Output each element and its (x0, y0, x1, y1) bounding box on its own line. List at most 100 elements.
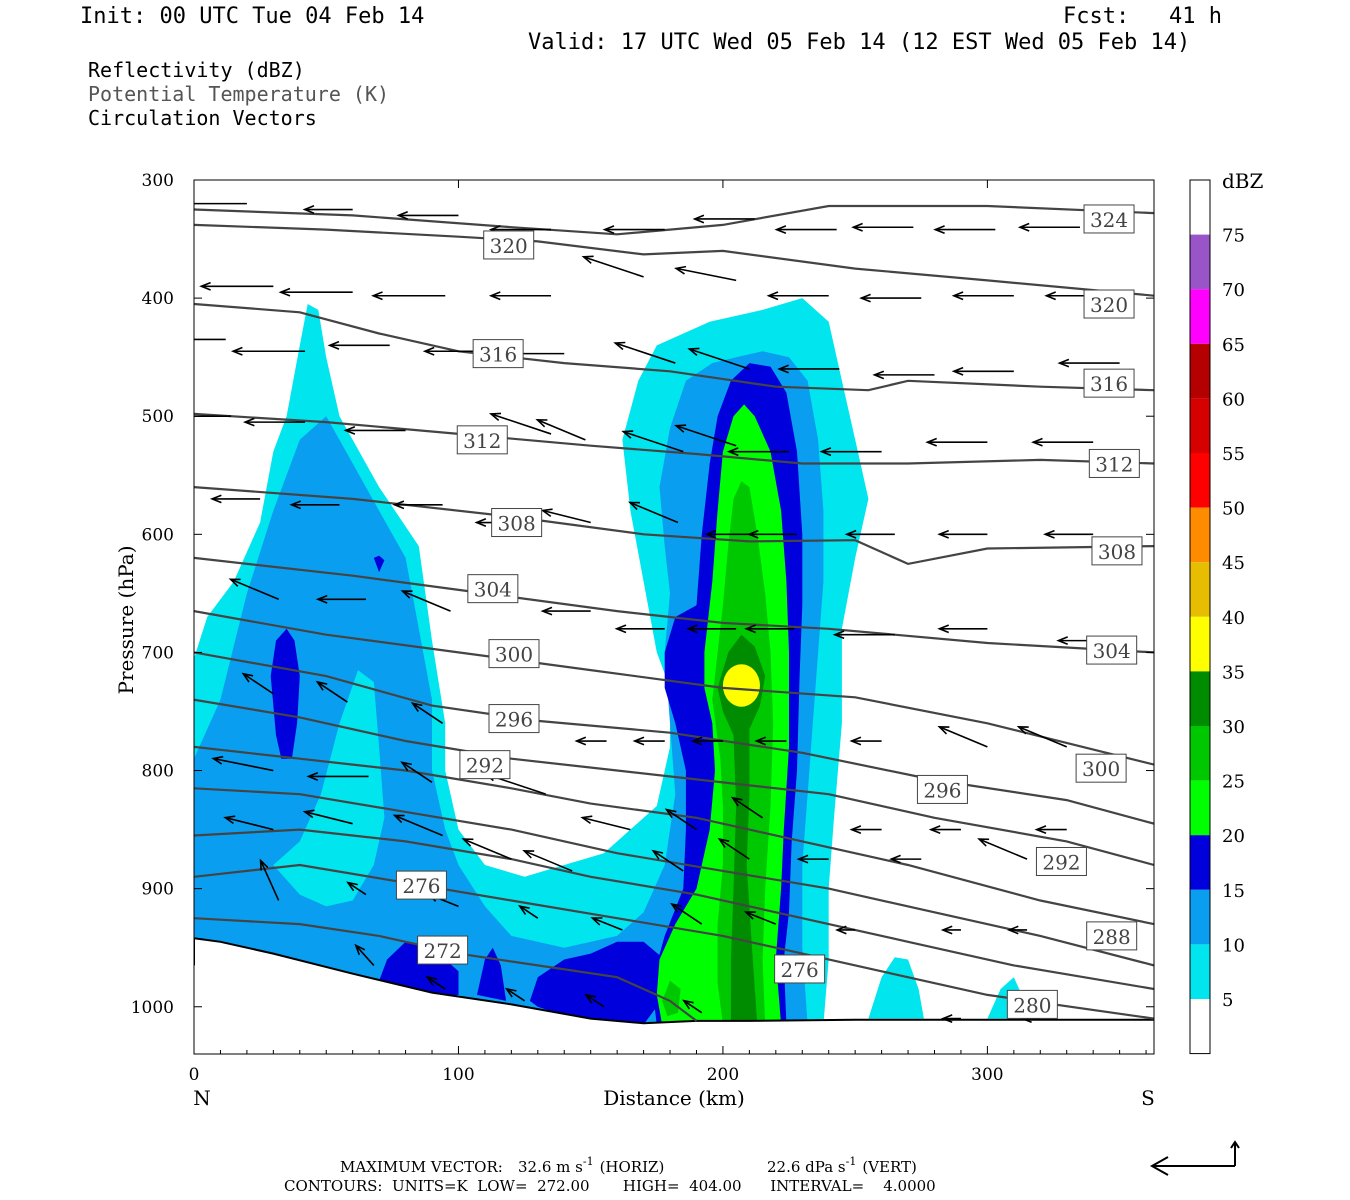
circulation-vector-head (242, 417, 255, 427)
circulation-vector-head (704, 529, 717, 539)
theta-label-box (916, 774, 968, 804)
circulation-vector (542, 509, 591, 524)
theta-label-box (488, 639, 540, 669)
circulation-vector-head (122, 203, 132, 210)
circulation-vector-head (673, 265, 687, 275)
circulation-vector-head (730, 796, 743, 807)
circulation-vector-head (584, 993, 596, 1004)
theta-label-box (1086, 635, 1138, 665)
circulation-vector-head (581, 255, 594, 264)
circulation-vector (259, 860, 280, 901)
colorbar-swatch (1190, 726, 1210, 781)
circulation-vector (519, 905, 539, 919)
field-circulation-vectors: Circulation Vectors (88, 106, 317, 130)
field-reflectivity: Reflectivity (dBZ) (88, 58, 305, 82)
theta-isentrope (194, 556, 1154, 654)
y-tick-label: 900 (142, 880, 174, 900)
theta-label-box (472, 339, 524, 369)
theta-label: 276 (781, 958, 819, 982)
init-time: Init: 00 UTC Tue 04 Feb 14 (80, 4, 425, 29)
circulation-vector-head (241, 672, 254, 683)
circulation-vector (242, 673, 274, 695)
circulation-vector (978, 838, 1028, 860)
circulation-vector-head (1043, 529, 1055, 539)
refl-15-dbz-left-blob (270, 628, 300, 759)
footer-max-vert-tag: (VERT) (862, 1158, 917, 1176)
footer-max-horiz-tag: (HORIZ) (600, 1158, 665, 1176)
circulation-vector-head (574, 736, 587, 746)
circulation-vector-head (1056, 636, 1068, 646)
circulation-vector (213, 757, 274, 772)
circulation-vector-head (302, 809, 315, 819)
theta-label: 324 (1090, 208, 1128, 232)
circulation-vector (666, 808, 697, 831)
circulation-vector-head (1044, 291, 1057, 301)
circulation-vector-head (166, 336, 175, 344)
theta-label-box (1086, 921, 1138, 951)
circulation-vector (592, 917, 623, 931)
circulation-vector (194, 203, 195, 205)
reflectivity-fill-layer (194, 298, 1022, 1025)
circulation-vector (583, 256, 644, 278)
theta-label-box (774, 954, 826, 984)
colorbar: 5 10 15 20 25 30 35 40 45 50 55 60 65 70 75 (1189, 179, 1245, 1055)
refl-5-dbz-patch-1 (868, 957, 924, 1019)
circulation-vector-head (614, 624, 627, 634)
y-tick-label: 400 (142, 289, 174, 309)
circulation-vector-head (754, 736, 766, 746)
circulation-vector-head (289, 500, 301, 510)
circulation-vector-head (396, 210, 408, 220)
theta-isentrope (194, 412, 1154, 465)
circulation-vector-head (535, 418, 548, 428)
theta-label: 304 (1093, 639, 1131, 663)
circulation-vector (623, 430, 684, 453)
circulation-vector (304, 810, 353, 825)
circulation-vector (230, 578, 279, 601)
x-tick-label: 0 (189, 1065, 200, 1085)
theta-label-box (459, 750, 511, 780)
circulation-vector-head (354, 943, 366, 956)
colorbar-swatch (1190, 889, 1210, 945)
circulation-vector (683, 999, 703, 1014)
circulation-vector-head (306, 771, 319, 781)
axes-layer: 0 100 200 300 300 400 500 600 700 800 900 1000 (131, 171, 1154, 1085)
refl-15-dbz-left-dot (373, 555, 385, 573)
circulation-vector-head (859, 293, 871, 303)
theta-label-box (491, 508, 543, 538)
circulation-vector-head (175, 200, 184, 207)
theta-label-box (483, 230, 535, 260)
x-tick-label: 200 (707, 1065, 739, 1085)
circulation-vector-head (590, 917, 603, 926)
circulation-vector (426, 976, 446, 990)
theta-isentrope (194, 698, 1154, 867)
circulation-vector-head (474, 518, 487, 527)
colorbar-label: 55 (1222, 444, 1245, 465)
footer-contour-info: CONTOURS: UNITS=K LOW= 272.00 HIGH= 404.… (284, 1177, 936, 1195)
circulation-vector-head (315, 594, 328, 604)
colorbar-swatch (1190, 944, 1210, 999)
circulation-vector-head (743, 911, 756, 920)
colorbar-label: 20 (1222, 826, 1245, 847)
theta-label-box (1083, 368, 1135, 398)
colorbar-label: 70 (1222, 280, 1245, 301)
circulation-vector-head (628, 501, 641, 511)
colorbar-swatch (1190, 835, 1210, 890)
theta-isentrope (194, 745, 1154, 926)
circulation-vector (537, 419, 586, 441)
circulation-vector-head (819, 447, 832, 457)
circulation-vector-head (602, 225, 615, 235)
theta-label: 300 (1082, 757, 1120, 781)
theta-label: 308 (498, 512, 536, 536)
x-tick-label: 100 (442, 1065, 474, 1085)
circulation-vector-head (278, 287, 291, 297)
circulation-vector-head (851, 222, 863, 232)
circulation-vector-head (940, 925, 953, 935)
circulation-vector-head (613, 341, 626, 351)
theta-label: 320 (1090, 293, 1128, 317)
circulation-vector-head (940, 1014, 953, 1024)
circulation-vector-head (540, 508, 553, 518)
circulation-vector (675, 267, 737, 282)
circulation-vector (394, 814, 443, 837)
colorbar-swatch (1190, 507, 1210, 563)
colorbar-swatch (1190, 671, 1210, 726)
